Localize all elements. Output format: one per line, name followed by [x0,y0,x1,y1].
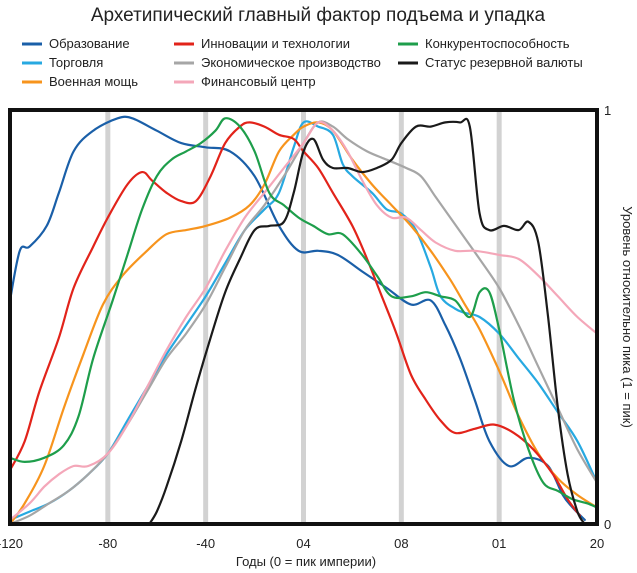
legend-item-инновации-и-технологии: Инновации и технологии [174,36,350,51]
x-tick-label: -80 [98,536,117,551]
plot-frame [8,108,599,526]
legend-label: Образование [49,36,130,51]
x-axis-title: Годы (0 = пик империи) [236,554,376,569]
chart-title: Архетипический главный фактор подъема и … [91,5,546,26]
series-line-статус-резервной-валюты [148,117,586,526]
series-line-военная-мощь [8,121,599,526]
y-axis-title: Уровень относительно пика (1 = пик) [620,206,635,428]
y-tick-labels: 10 [604,103,611,532]
legend-label: Финансовый центр [201,74,316,89]
legend-item-финансовый-центр: Финансовый центр [174,74,316,89]
x-tick-label: 08 [394,536,408,551]
x-tick-labels: -120 -80 -40 04 08 01 20 [0,536,604,551]
legend: Образование Торговля Военная мощь Инновации… [22,36,583,89]
y-tick-label: 1 [604,103,611,118]
x-tick-label: 04 [296,536,310,551]
legend-label: Конкурентоспособность [425,36,570,51]
legend-label: Статус резервной валюты [425,55,583,70]
series-line-конкурентоспособность [8,117,599,509]
legend-label: Инновации и технологии [201,36,350,51]
legend-item-статус-резервной-валюты: Статус резервной валюты [398,55,583,70]
plot-lines [8,115,599,526]
series-line-инновации-и-технологии [8,121,581,517]
legend-item-образование: Образование [22,36,130,51]
series-line-образование [8,115,586,521]
x-tick-label: 20 [590,536,604,551]
legend-item-экономическое-производство: Экономическое производство [174,55,381,70]
x-tick-label: -40 [196,536,215,551]
legend-item-конкурентоспособность: Конкурентоспособность [398,36,570,51]
legend-label: Торговля [49,55,103,70]
x-tick-label: -120 [0,536,23,551]
legend-label: Военная мощь [49,74,138,89]
legend-item-торговля: Торговля [22,55,103,70]
y-tick-label: 0 [604,517,611,532]
x-tick-label: 01 [492,536,506,551]
legend-label: Экономическое производство [201,55,381,70]
series-line-финансовый-центр [8,120,599,521]
legend-item-военная-мощь: Военная мощь [22,74,138,89]
series-line-торговля [8,120,599,521]
